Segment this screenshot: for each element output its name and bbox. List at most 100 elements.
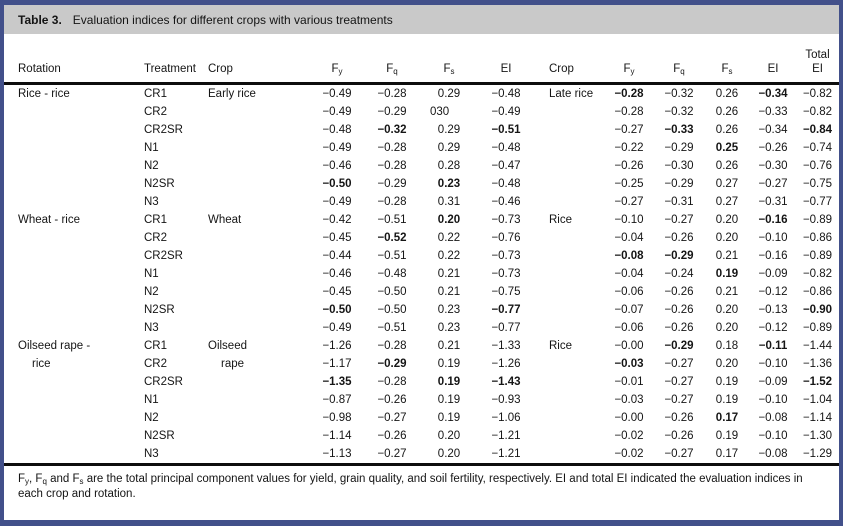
value-cell: −0.27 xyxy=(377,412,407,424)
value-cell: −0.74 xyxy=(802,142,833,154)
value-cell: 0.26 xyxy=(715,124,739,136)
value-cell: −0.89 xyxy=(802,250,833,262)
value-cell: −0.26 xyxy=(614,160,644,172)
value-cell: 0.23 xyxy=(437,178,461,190)
column-header-crop: Crop xyxy=(190,34,310,85)
value-cell: 0.20 xyxy=(715,304,739,316)
table-row: Wheat - rice CR1 Wheat −0.42 −0.51 0.20 −0.73 R… xyxy=(4,211,839,229)
value-cell: −0.29 xyxy=(664,340,694,352)
treatment-cell: CR2SR xyxy=(144,250,183,262)
value-cell: −0.28 xyxy=(614,88,644,100)
value-cell: 0.29 xyxy=(437,142,461,154)
value-cell: −0.29 xyxy=(377,358,407,370)
value-cell: −0.26 xyxy=(664,430,694,442)
value-cell: −0.89 xyxy=(802,214,833,226)
value-cell: −0.28 xyxy=(614,106,644,118)
value-cell: −0.73 xyxy=(491,214,521,226)
rotation-cell: Rice - rice xyxy=(4,84,124,212)
value-cell: −0.01 xyxy=(614,376,644,388)
value-cell: 0.19 xyxy=(437,394,461,406)
value-cell: −0.33 xyxy=(758,106,788,118)
value-cell: −0.49 xyxy=(491,106,521,118)
value-cell: −0.08 xyxy=(758,448,788,460)
value-cell: −0.31 xyxy=(758,196,788,208)
table-row: N2SR −0.50 −0.50 0.23 −0.77 −0.07 −0.26 0.20 −0.… xyxy=(4,301,839,319)
treatment-cell: N2SR xyxy=(144,304,175,316)
column-header-ei: EI xyxy=(478,34,534,85)
treatment-cell: CR2SR xyxy=(144,376,183,388)
value-cell: −0.93 xyxy=(491,394,521,406)
column-header-fy: Fy xyxy=(310,34,364,85)
value-cell: −0.28 xyxy=(377,196,407,208)
rotation-cell-line: Rice - rice xyxy=(18,88,70,100)
table-row: N1 −0.87 −0.26 0.19 −0.93 −0.03 −0.27 0.19 −0.10… xyxy=(4,391,839,409)
value-cell: 0.27 xyxy=(715,196,739,208)
column-header-fy: Fy xyxy=(604,34,654,85)
crop-cell-line: rape xyxy=(221,358,245,370)
value-cell: −0.26 xyxy=(664,286,694,298)
crop-cell: Rice xyxy=(534,211,604,337)
column-header-rotation: Rotation xyxy=(4,34,124,85)
value-cell: −0.10 xyxy=(758,358,788,370)
value-cell: −0.28 xyxy=(377,88,407,100)
value-cell: 0.20 xyxy=(715,322,739,334)
value-cell: −0.49 xyxy=(322,106,352,118)
crop-cell-line: Early rice xyxy=(208,88,256,100)
value-cell: −0.46 xyxy=(491,196,521,208)
table-footnote: Fy, Fq and Fs are the total principal co… xyxy=(4,463,839,502)
value-cell: 0.21 xyxy=(715,250,739,262)
table-row: CR2 −0.49 −0.29 030 −0.49 −0.28 −0.32 0.26 −0.33… xyxy=(4,103,839,121)
value-cell: −0.10 xyxy=(614,214,644,226)
value-cell: −1.21 xyxy=(491,448,521,460)
value-cell: −0.04 xyxy=(614,268,644,280)
value-cell: −0.49 xyxy=(322,322,352,334)
table-row: Oilseed rape - rice CR1 Oilseed rape −1.26 −0.… xyxy=(4,337,839,370)
value-cell: −0.28 xyxy=(377,160,407,172)
treatment-cell: CR2 xyxy=(144,358,168,370)
value-cell: 0.27 xyxy=(715,178,739,190)
column-header-eitotal: Total EI xyxy=(796,34,839,85)
value-cell: −0.27 xyxy=(664,376,694,388)
value-cell: −0.31 xyxy=(664,196,694,208)
value-cell: −1.35 xyxy=(322,376,352,388)
value-cell: −0.51 xyxy=(377,214,407,226)
value-cell: −0.50 xyxy=(322,178,352,190)
value-cell: −0.32 xyxy=(664,88,694,100)
table-row: N2 −0.46 −0.28 0.28 −0.47 −0.26 −0.30 0.26 −0.30… xyxy=(4,157,839,175)
value-cell: −0.26 xyxy=(664,232,694,244)
value-cell: −0.29 xyxy=(664,142,694,154)
table-row: CR2 −1.17 −0.29 0.19 −1.26 −0.03 −0.27 0.20 −0.1… xyxy=(4,355,839,373)
value-cell: −1.14 xyxy=(322,430,352,442)
value-cell: 0.26 xyxy=(715,88,739,100)
value-cell: −0.06 xyxy=(614,322,644,334)
value-cell: −0.42 xyxy=(322,214,352,226)
value-cell: −0.73 xyxy=(491,250,521,262)
treatment-cell: CR1 xyxy=(144,88,168,100)
value-cell: −0.76 xyxy=(802,160,833,172)
value-cell: −0.51 xyxy=(491,124,521,136)
treatment-cell: N1 xyxy=(144,394,159,406)
value-cell: −0.28 xyxy=(377,376,407,388)
value-cell: −0.03 xyxy=(614,358,644,370)
value-cell: −0.98 xyxy=(322,412,352,424)
value-cell: −0.50 xyxy=(322,304,352,316)
crop-cell-line: Rice xyxy=(549,214,573,226)
value-cell: −1.14 xyxy=(802,412,833,424)
value-cell: 0.20 xyxy=(715,214,739,226)
table-row: N3 −0.49 −0.28 0.31 −0.46 −0.27 −0.31 0.27 −0.31… xyxy=(4,193,839,211)
value-cell: −0.49 xyxy=(322,196,352,208)
column-header-fq: Fq xyxy=(654,34,704,85)
value-cell: −0.27 xyxy=(664,394,694,406)
table-row: N1 −0.46 −0.48 0.21 −0.73 −0.04 −0.24 0.19 −0.09… xyxy=(4,265,839,283)
treatment-cell: CR2 xyxy=(144,106,168,118)
value-cell: −0.49 xyxy=(322,142,352,154)
value-cell: −0.24 xyxy=(664,268,694,280)
column-header-ei: EI xyxy=(750,34,796,85)
value-cell: −0.26 xyxy=(664,304,694,316)
crop-cell-line: Rice xyxy=(549,340,573,352)
value-cell: 0.19 xyxy=(437,376,461,388)
treatment-cell: N2SR xyxy=(144,430,175,442)
value-cell: −0.26 xyxy=(758,142,788,154)
value-cell: −0.50 xyxy=(377,304,407,316)
value-cell: −0.48 xyxy=(377,268,407,280)
